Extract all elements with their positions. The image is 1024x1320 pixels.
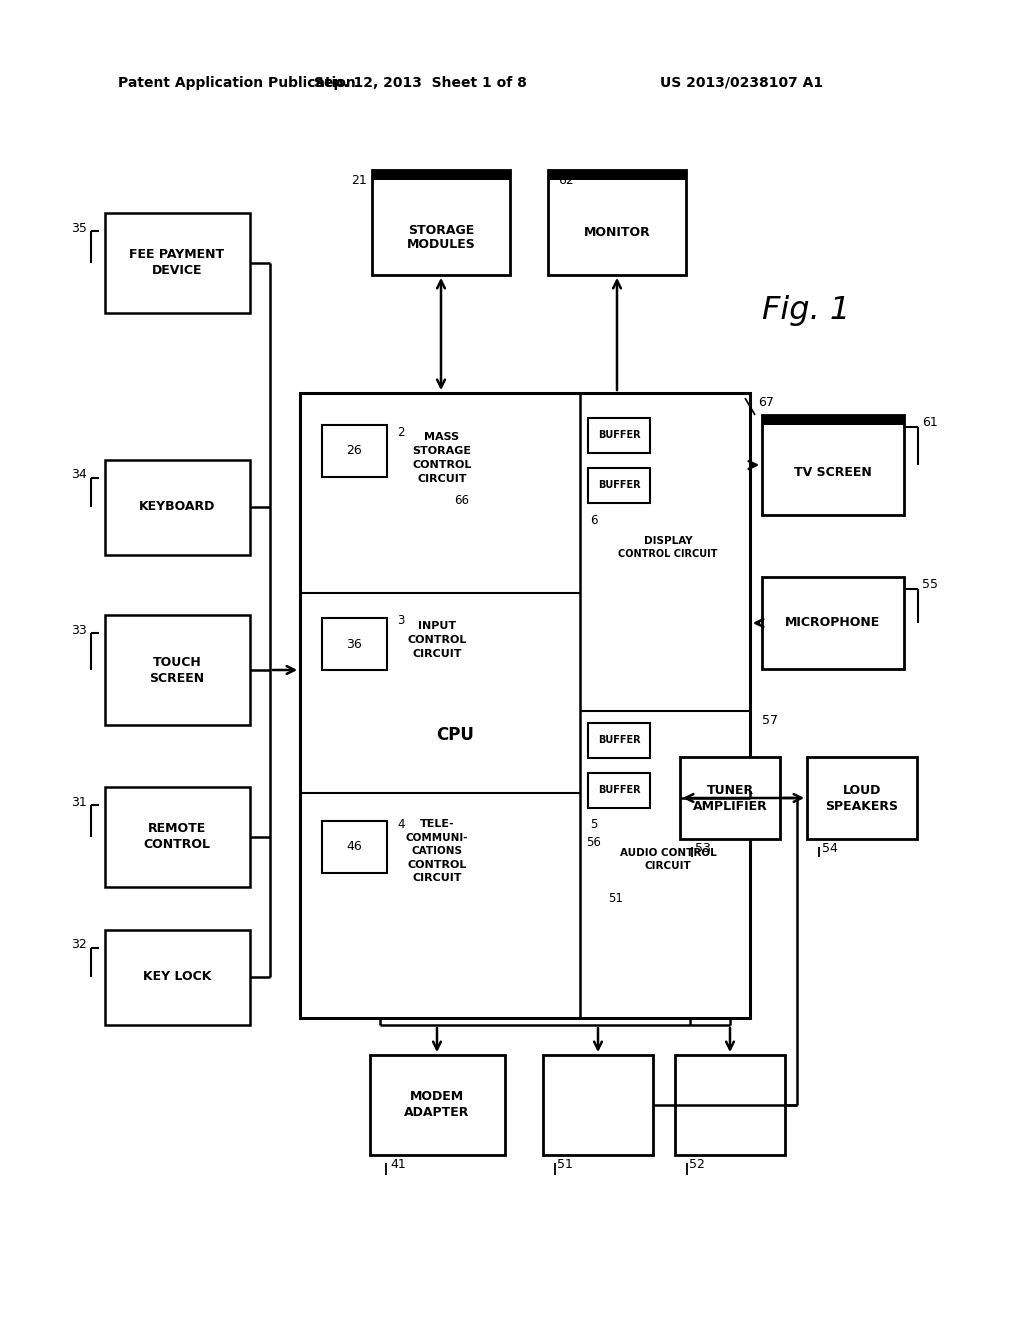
Text: 34: 34 (72, 469, 87, 482)
Bar (548, 170, 686, 180)
Text: Patent Application Publication: Patent Application Publication (118, 77, 355, 90)
Text: TUNER: TUNER (707, 784, 754, 796)
Bar (675, 1055, 785, 1155)
Text: 51: 51 (557, 1159, 572, 1172)
Text: 21: 21 (351, 173, 367, 186)
Text: LOUD: LOUD (843, 784, 882, 796)
Text: 4: 4 (397, 817, 404, 830)
Text: 51: 51 (608, 891, 623, 904)
Text: 26: 26 (346, 445, 361, 458)
Bar (680, 756, 780, 840)
Bar (105, 931, 250, 1026)
Text: STORAGE: STORAGE (413, 446, 471, 455)
Text: CATIONS: CATIONS (412, 846, 463, 855)
Text: 52: 52 (689, 1159, 705, 1172)
Text: DEVICE: DEVICE (152, 264, 203, 277)
Text: 54: 54 (822, 842, 838, 855)
Text: 41: 41 (390, 1159, 406, 1172)
Text: US 2013/0238107 A1: US 2013/0238107 A1 (660, 77, 823, 90)
Text: 36: 36 (346, 638, 361, 651)
Text: DISPLAY: DISPLAY (644, 536, 692, 546)
Bar (548, 170, 686, 275)
Text: MODULES: MODULES (407, 239, 475, 252)
Text: BUFFER: BUFFER (598, 480, 640, 490)
Text: 57: 57 (762, 714, 778, 727)
Text: CONTROL: CONTROL (413, 459, 472, 470)
Text: 31: 31 (72, 796, 87, 808)
Bar (588, 774, 650, 808)
Bar (300, 393, 750, 1018)
Bar (105, 213, 250, 313)
Bar (105, 787, 250, 887)
Text: 46: 46 (346, 841, 361, 854)
Text: AUDIO CONTROL: AUDIO CONTROL (620, 847, 717, 858)
Bar (372, 170, 510, 180)
Text: TELE-: TELE- (420, 818, 455, 829)
Text: INPUT: INPUT (418, 620, 456, 631)
Text: CONTROL: CONTROL (143, 838, 211, 851)
Text: TOUCH: TOUCH (153, 656, 202, 668)
Bar (322, 618, 387, 671)
Bar (543, 1055, 653, 1155)
Text: BUFFER: BUFFER (598, 735, 640, 744)
Text: 61: 61 (922, 417, 938, 429)
Bar (588, 469, 650, 503)
Text: 32: 32 (72, 939, 87, 952)
Bar (762, 414, 904, 515)
Bar (322, 821, 387, 873)
Text: STORAGE: STORAGE (408, 223, 474, 236)
Bar (762, 577, 904, 669)
Bar (762, 414, 904, 425)
Text: CONTROL: CONTROL (408, 861, 467, 870)
Bar (105, 615, 250, 725)
Text: KEY LOCK: KEY LOCK (142, 970, 211, 983)
Text: FEE PAYMENT: FEE PAYMENT (129, 248, 224, 261)
Text: CIRCUIT: CIRCUIT (417, 474, 467, 484)
Text: SPEAKERS: SPEAKERS (825, 800, 898, 813)
Text: TV SCREEN: TV SCREEN (795, 466, 871, 479)
Text: 67: 67 (758, 396, 774, 409)
Text: 66: 66 (455, 494, 469, 507)
Bar (370, 1055, 505, 1155)
Text: MICROPHONE: MICROPHONE (785, 616, 881, 630)
Text: CONTROL: CONTROL (408, 635, 467, 645)
Text: MODEM: MODEM (410, 1090, 464, 1104)
Bar (372, 170, 510, 275)
Text: MONITOR: MONITOR (584, 226, 650, 239)
Text: CIRCUIT: CIRCUIT (413, 649, 462, 659)
Bar (588, 418, 650, 453)
Text: 5: 5 (590, 818, 597, 832)
Text: SCREEN: SCREEN (150, 672, 205, 685)
Text: 3: 3 (397, 615, 404, 627)
Text: CIRCUIT: CIRCUIT (645, 861, 691, 871)
Text: 53: 53 (695, 842, 711, 855)
Text: 35: 35 (71, 222, 87, 235)
Bar (322, 425, 387, 477)
Bar (807, 756, 918, 840)
Text: 62: 62 (558, 173, 573, 186)
Text: CPU: CPU (436, 726, 474, 744)
Text: 56: 56 (586, 837, 601, 850)
Text: 55: 55 (922, 578, 938, 591)
Text: CIRCUIT: CIRCUIT (413, 873, 462, 883)
Text: ADAPTER: ADAPTER (404, 1106, 470, 1119)
Text: 33: 33 (72, 623, 87, 636)
Text: CONTROL CIRCUIT: CONTROL CIRCUIT (618, 549, 718, 558)
Text: COMMUNI-: COMMUNI- (406, 833, 468, 843)
Bar (105, 459, 250, 554)
Text: KEYBOARD: KEYBOARD (139, 500, 215, 513)
Bar (588, 723, 650, 758)
Text: 2: 2 (397, 426, 404, 440)
Text: MASS: MASS (424, 432, 460, 442)
Text: Fig. 1: Fig. 1 (762, 294, 850, 326)
Text: REMOTE: REMOTE (147, 822, 206, 836)
Text: BUFFER: BUFFER (598, 430, 640, 440)
Text: Sep. 12, 2013  Sheet 1 of 8: Sep. 12, 2013 Sheet 1 of 8 (313, 77, 526, 90)
Text: 6: 6 (590, 515, 597, 528)
Text: BUFFER: BUFFER (598, 785, 640, 795)
Text: AMPLIFIER: AMPLIFIER (692, 800, 767, 813)
